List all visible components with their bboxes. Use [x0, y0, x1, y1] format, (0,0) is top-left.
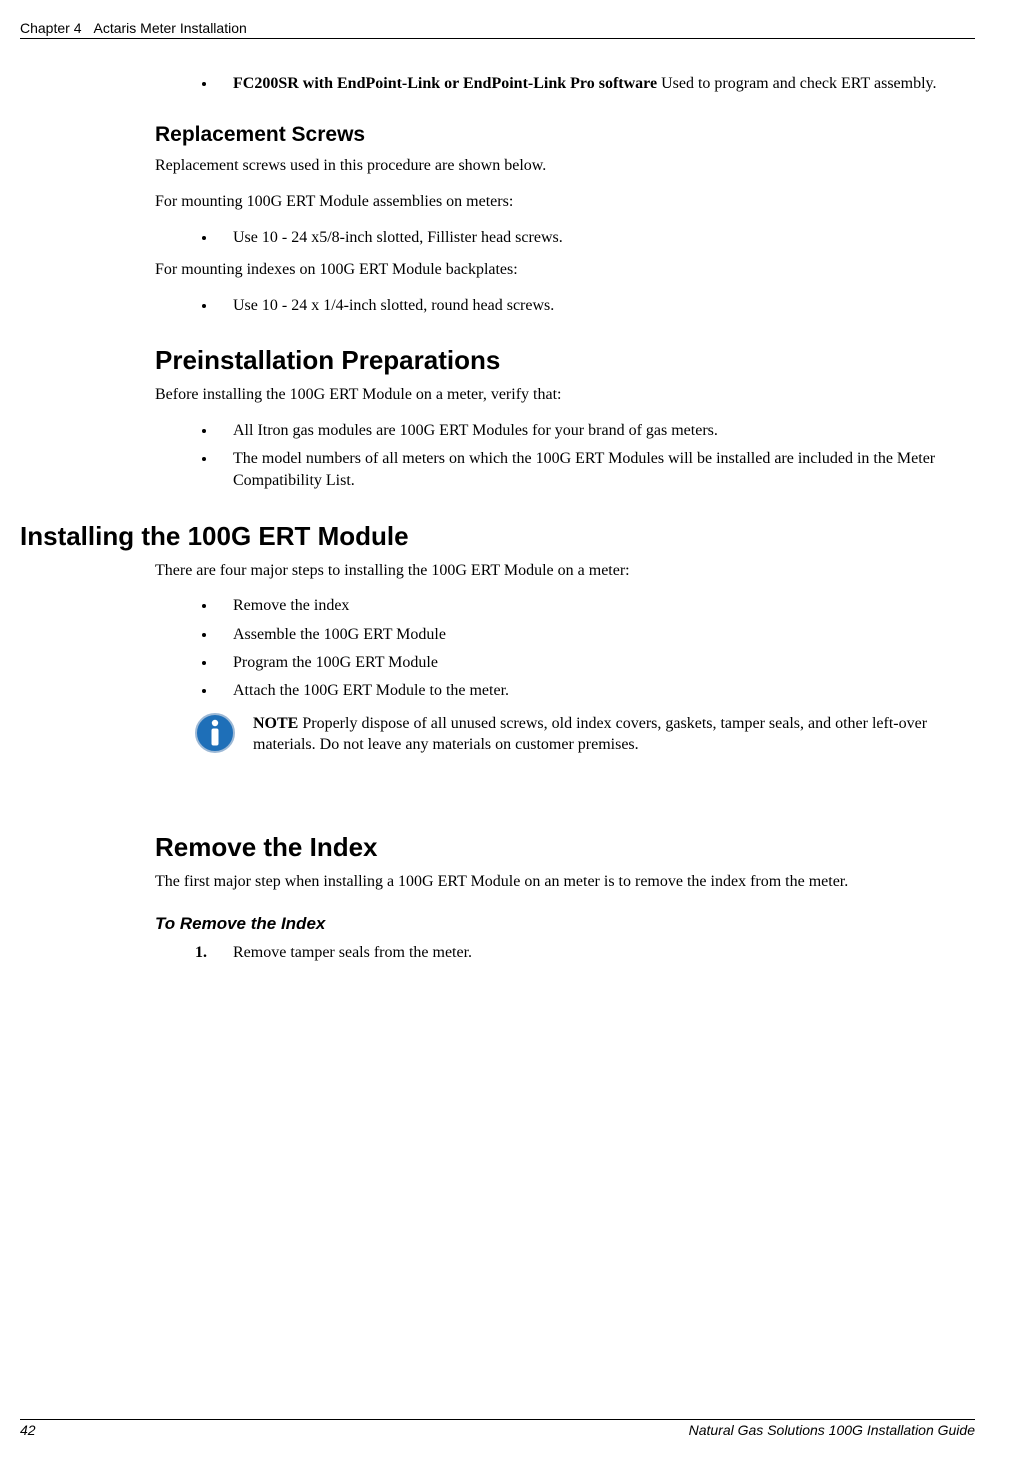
intro-bullet-list: FC200SR with EndPoint-Link or EndPoint-L… [217, 73, 975, 95]
replacement-screws-list2: Use 10 - 24 x 1/4-inch slotted, round he… [217, 295, 975, 317]
step-text: Remove tamper seals from the meter. [233, 944, 472, 962]
note-text: NOTE Properly dispose of all unused scre… [253, 713, 975, 756]
remove-index-heading: Remove the Index [155, 832, 975, 863]
preinstall-para1: Before installing the 100G ERT Module on… [155, 384, 975, 406]
page-header: Chapter 4 Actaris Meter Installation [20, 20, 975, 39]
step-item: 1. Remove tamper seals from the meter. [195, 944, 975, 962]
info-icon [195, 713, 235, 758]
list-item: Program the 100G ERT Module [217, 652, 975, 674]
list-item: The model numbers of all meters on which… [217, 448, 975, 493]
list-item: Remove the index [217, 595, 975, 617]
replacement-screws-para1: Replacement screws used in this procedur… [155, 155, 975, 177]
doc-title: Natural Gas Solutions 100G Installation … [689, 1422, 975, 1438]
intro-bullet: FC200SR with EndPoint-Link or EndPoint-L… [217, 73, 975, 95]
remove-index-steps: 1. Remove tamper seals from the meter. [195, 944, 975, 962]
chapter-label: Chapter 4 [20, 20, 81, 36]
replacement-screws-list1: Use 10 - 24 x5/8-inch slotted, Fillister… [217, 227, 975, 249]
intro-bullet-rest: Used to program and check ERT assembly. [657, 75, 936, 92]
installing-list: Remove the index Assemble the 100G ERT M… [217, 595, 975, 703]
list-item: Use 10 - 24 x5/8-inch slotted, Fillister… [217, 227, 975, 249]
intro-bullet-bold: FC200SR with EndPoint-Link or EndPoint-L… [233, 75, 657, 92]
chapter-title: Actaris Meter Installation [93, 20, 246, 36]
page-number: 42 [20, 1422, 36, 1438]
step-number: 1. [195, 944, 217, 962]
replacement-screws-para2: For mounting 100G ERT Module assemblies … [155, 191, 975, 213]
list-item: Attach the 100G ERT Module to the meter. [217, 680, 975, 702]
installing-heading: Installing the 100G ERT Module [20, 521, 975, 552]
preinstall-list: All Itron gas modules are 100G ERT Modul… [217, 420, 975, 493]
replacement-screws-para3: For mounting indexes on 100G ERT Module … [155, 259, 975, 281]
list-item: Assemble the 100G ERT Module [217, 624, 975, 646]
installing-para1: There are four major steps to installing… [155, 560, 975, 582]
replacement-screws-heading: Replacement Screws [155, 123, 975, 147]
note-body: Properly dispose of all unused screws, o… [253, 715, 927, 754]
list-item: All Itron gas modules are 100G ERT Modul… [217, 420, 975, 442]
preinstall-heading: Preinstallation Preparations [155, 345, 975, 376]
list-item: Use 10 - 24 x 1/4-inch slotted, round he… [217, 295, 975, 317]
note-block: NOTE Properly dispose of all unused scre… [195, 713, 975, 758]
page-footer: 42 Natural Gas Solutions 100G Installati… [20, 1419, 975, 1438]
remove-index-para1: The first major step when installing a 1… [155, 871, 975, 893]
note-label: NOTE [253, 715, 298, 732]
to-remove-index-heading: To Remove the Index [155, 914, 975, 934]
